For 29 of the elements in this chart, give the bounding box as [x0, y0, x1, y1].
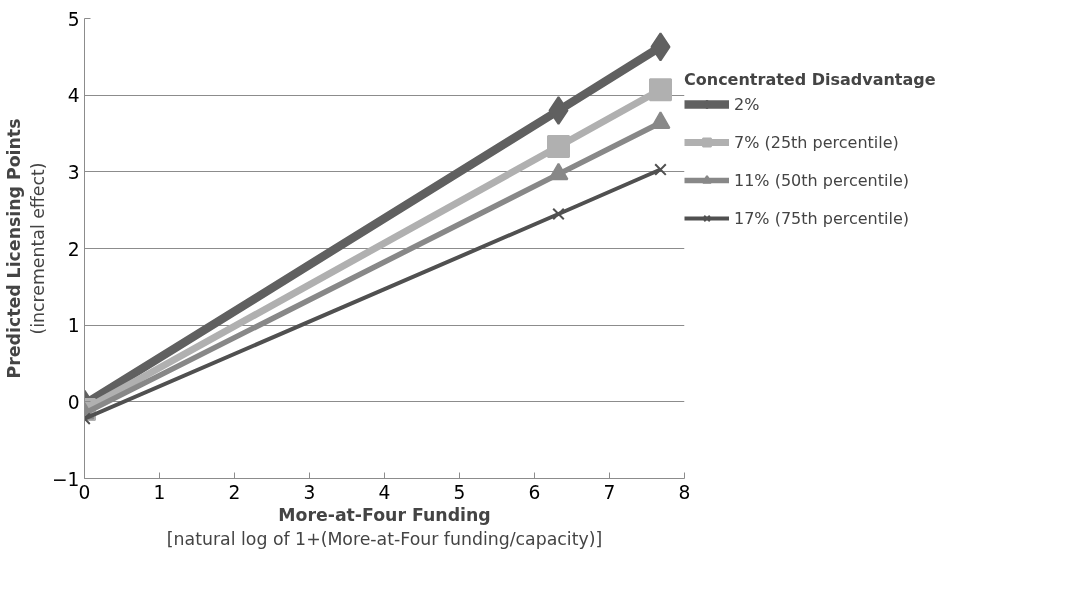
- y-tick-label: −1: [52, 468, 80, 490]
- x-axis-title: More-at-Four Funding [natural log of 1+(More-at-Four funding/capacity)]: [166, 504, 603, 549]
- y-tick-label: 3: [67, 161, 80, 183]
- x-tick-label: 5: [453, 481, 466, 503]
- point: [650, 32, 671, 62]
- y-tick-label: 2: [67, 238, 80, 260]
- y-axis-title: Predicted Licensing Points: [3, 118, 24, 379]
- x-tick-label: 1: [153, 481, 166, 503]
- legend-label: 2%: [734, 94, 760, 114]
- point: [548, 96, 569, 125]
- text: (incremental effect): [27, 162, 48, 335]
- y-tick-label: 4: [67, 85, 80, 107]
- x-tick-label: 2: [228, 481, 241, 503]
- point: [552, 207, 565, 221]
- y-tick-label: 5: [67, 8, 80, 30]
- y-tick-label: 1: [67, 315, 80, 337]
- x-tick-label: 3: [303, 481, 316, 503]
- legend-title: Concentrated Disadvantage: [684, 70, 936, 89]
- legend-label: 11% (50th percentile): [734, 170, 910, 190]
- y-tick-label: 0: [67, 391, 80, 413]
- legend-label: 17% (75th percentile): [734, 208, 910, 228]
- legend-label: 7% (25th percentile): [734, 132, 899, 152]
- x-tick-label: 6: [528, 481, 541, 503]
- x-tick-label: 7: [603, 481, 616, 503]
- x-tick-label: 4: [378, 481, 391, 503]
- point: [649, 78, 672, 102]
- x-tick-label: 8: [678, 481, 691, 503]
- point: [547, 135, 570, 159]
- point: [654, 163, 667, 176]
